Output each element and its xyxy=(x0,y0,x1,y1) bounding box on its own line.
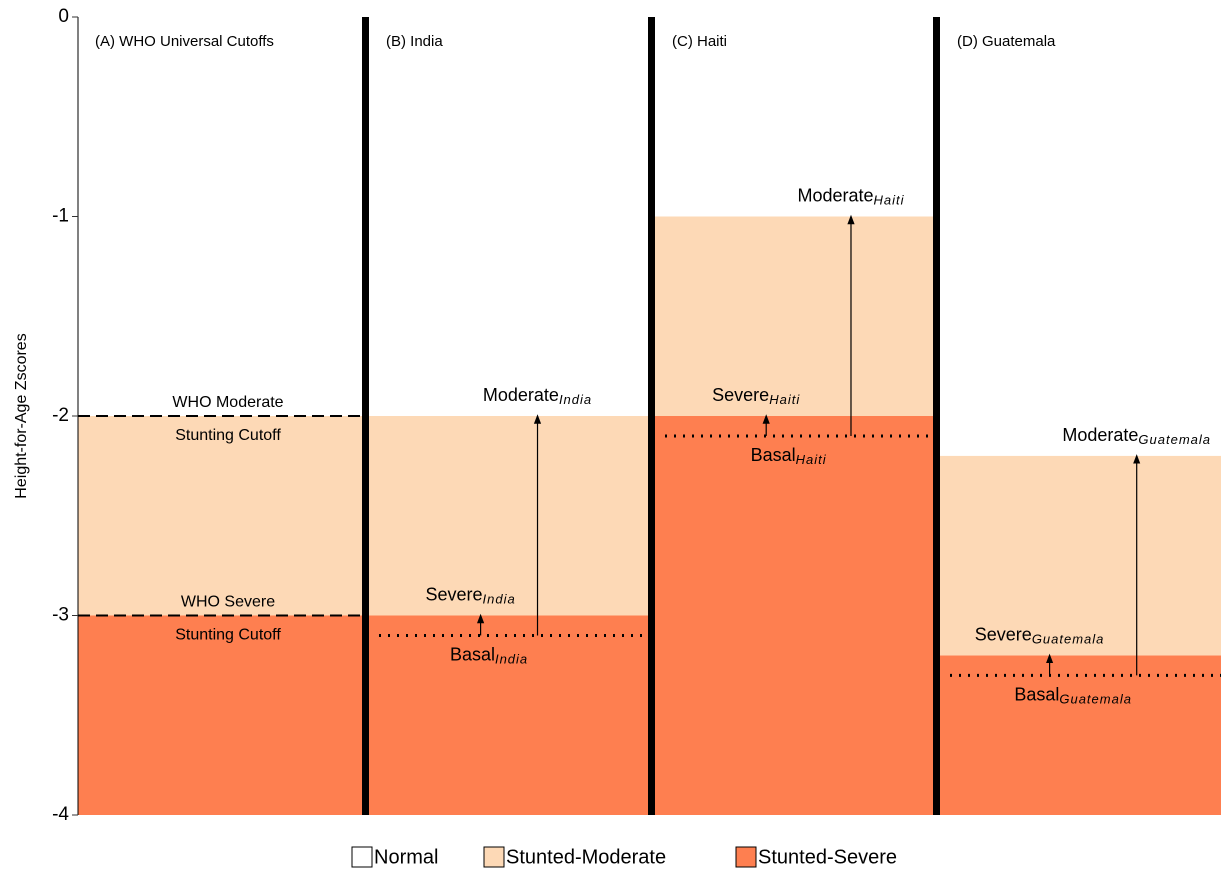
severe-region xyxy=(369,615,648,815)
moderate-region xyxy=(369,416,648,616)
annotation-main: Severe xyxy=(712,385,769,405)
moderate-region xyxy=(655,216,933,416)
legend-label: Stunted-Moderate xyxy=(506,846,666,868)
annotation-subscript: India xyxy=(495,652,528,667)
annotation: SevereGuatemala xyxy=(975,624,1105,647)
legend-swatch xyxy=(735,846,757,868)
annotation: SevereHaiti xyxy=(712,385,800,408)
severe-region xyxy=(78,615,362,815)
annotation-main: Moderate xyxy=(483,385,559,405)
moderate-region xyxy=(940,455,1221,656)
cutoff-label: Stunting Cutoff xyxy=(175,627,281,644)
annotation: BasalGuatemala xyxy=(1014,684,1132,707)
annotation-main: Basal xyxy=(450,644,495,664)
annotation-subscript: Guatemala xyxy=(1138,432,1211,447)
legend-label: Normal xyxy=(374,846,438,868)
panel-title: (D) Guatemala xyxy=(957,33,1056,50)
annotation-main: Basal xyxy=(1014,684,1059,704)
annotation-subscript: Guatemala xyxy=(1032,632,1105,647)
legend-swatch xyxy=(351,846,373,868)
annotation-subscript: India xyxy=(483,592,516,607)
y-axis-label: Height-for-Age Zscores xyxy=(13,333,30,498)
cutoff-label: WHO Severe xyxy=(181,594,275,611)
severe-region xyxy=(940,655,1221,815)
annotation-main: Moderate xyxy=(797,185,873,205)
panel-title: (C) Haiti xyxy=(672,33,727,50)
cutoff-label: WHO Moderate xyxy=(172,394,283,411)
annotation-subscript: Haiti xyxy=(796,452,827,467)
annotation-subscript: Guatemala xyxy=(1059,692,1132,707)
panel-title: (B) India xyxy=(386,33,443,50)
severe-region xyxy=(655,416,933,815)
annotation-subscript: Haiti xyxy=(874,193,905,208)
y-tick-label: -4 xyxy=(52,804,69,825)
moderate-region xyxy=(78,416,362,616)
annotation: ModerateIndia xyxy=(483,385,592,408)
annotation: SevereIndia xyxy=(425,584,515,607)
annotation-subscript: Haiti xyxy=(769,392,800,407)
cutoff-label: Stunting Cutoff xyxy=(175,427,281,444)
y-tick-label: 0 xyxy=(58,6,69,27)
annotation: ModerateGuatemala xyxy=(1062,425,1211,448)
legend-swatch xyxy=(483,846,505,868)
y-tick-label: -1 xyxy=(52,206,69,227)
legend-label: Stunted-Severe xyxy=(758,846,897,868)
annotation: BasalHaiti xyxy=(751,445,827,468)
annotation: ModerateHaiti xyxy=(797,185,904,208)
annotation-main: Severe xyxy=(975,624,1032,644)
y-tick-label: -2 xyxy=(52,405,69,426)
annotation-subscript: India xyxy=(559,392,592,407)
panel-title: (A) WHO Universal Cutoffs xyxy=(95,33,274,50)
annotation: BasalIndia xyxy=(450,644,528,667)
annotation-main: Basal xyxy=(751,445,796,465)
annotation-main: Moderate xyxy=(1062,425,1138,445)
y-tick-label: -3 xyxy=(52,605,69,626)
annotation-main: Severe xyxy=(425,584,482,604)
